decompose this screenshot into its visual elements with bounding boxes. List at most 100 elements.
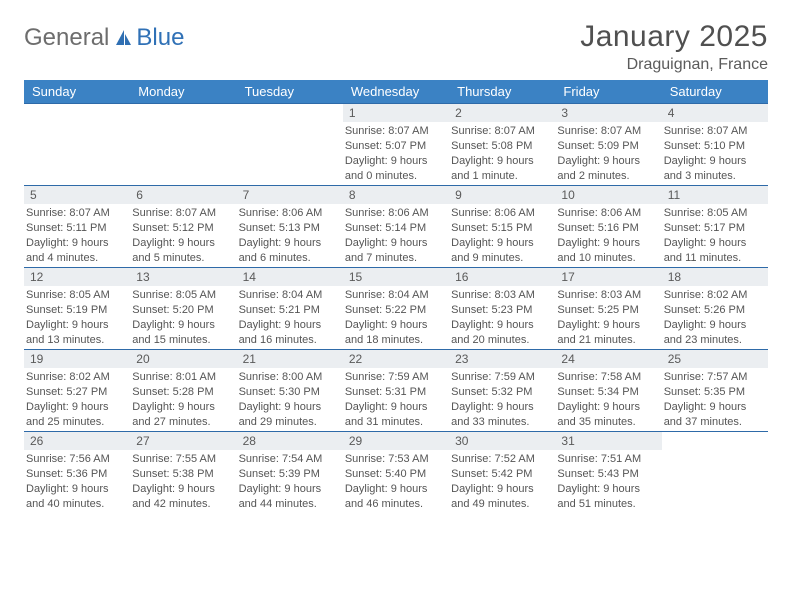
sunset-line: Sunset: 5:07 PM bbox=[345, 139, 447, 154]
day-number: 3 bbox=[555, 104, 661, 122]
calendar-day-cell: 9 Sunrise: 8:06 AMSunset: 5:15 PMDaylight… bbox=[449, 186, 555, 268]
calendar-page: GeneralBlue January 2025 Draguignan, Fra… bbox=[0, 0, 792, 612]
day-info: Sunrise: 7:52 AMSunset: 5:42 PMDaylight:… bbox=[449, 452, 555, 511]
logo-text-2: Blue bbox=[136, 24, 184, 52]
calendar-day-cell: 17 Sunrise: 8:03 AMSunset: 5:25 PMDayligh… bbox=[555, 268, 661, 350]
sunrise-line: Sunrise: 7:54 AM bbox=[239, 452, 341, 467]
weekday-header: Sunday bbox=[24, 80, 130, 104]
day-number: 22 bbox=[343, 350, 449, 368]
calendar-day-cell: 2 Sunrise: 8:07 AMSunset: 5:08 PMDaylight… bbox=[449, 104, 555, 186]
calendar-day-cell: 5Sunrise: 8:07 AMSunset: 5:11 PMDaylight… bbox=[24, 186, 130, 268]
day-info: Sunrise: 8:07 AMSunset: 5:07 PMDaylight:… bbox=[343, 124, 449, 183]
day-info: Sunrise: 8:07 AMSunset: 5:08 PMDaylight:… bbox=[449, 124, 555, 183]
day-number: 21 bbox=[237, 350, 343, 368]
weekday-header: Saturday bbox=[662, 80, 768, 104]
calendar-day-cell: 19Sunrise: 8:02 AMSunset: 5:27 PMDayligh… bbox=[24, 350, 130, 432]
sunrise-line: Sunrise: 7:55 AM bbox=[132, 452, 234, 467]
calendar-day-cell: 10Sunrise: 8:06 AMSunset: 5:16 PMDayligh… bbox=[555, 186, 661, 268]
weekday-header: Friday bbox=[555, 80, 661, 104]
sunset-line: Sunset: 5:40 PM bbox=[345, 467, 447, 482]
sunrise-line: Sunrise: 8:07 AM bbox=[557, 124, 659, 139]
day-number: 13 bbox=[130, 268, 236, 286]
daylight-line: Daylight: 9 hours and 9 minutes. bbox=[451, 236, 553, 266]
sunset-line: Sunset: 5:31 PM bbox=[345, 385, 447, 400]
sunset-line: Sunset: 5:23 PM bbox=[451, 303, 553, 318]
sunset-line: Sunset: 5:09 PM bbox=[557, 139, 659, 154]
daylight-line: Daylight: 9 hours and 20 minutes. bbox=[451, 318, 553, 348]
day-info: Sunrise: 8:05 AMSunset: 5:19 PMDaylight:… bbox=[24, 288, 130, 347]
weekday-header: Monday bbox=[130, 80, 236, 104]
daylight-line: Daylight: 9 hours and 44 minutes. bbox=[239, 482, 341, 512]
sunset-line: Sunset: 5:10 PM bbox=[664, 139, 766, 154]
daylight-line: Daylight: 9 hours and 27 minutes. bbox=[132, 400, 234, 430]
daylight-line: Daylight: 9 hours and 37 minutes. bbox=[664, 400, 766, 430]
day-info: Sunrise: 8:05 AMSunset: 5:20 PMDaylight:… bbox=[130, 288, 236, 347]
day-number: 31 bbox=[555, 432, 661, 450]
day-number: 11 bbox=[662, 186, 768, 204]
sunset-line: Sunset: 5:36 PM bbox=[26, 467, 128, 482]
page-subtitle: Draguignan, France bbox=[580, 56, 768, 74]
day-info: Sunrise: 8:06 AMSunset: 5:13 PMDaylight:… bbox=[237, 206, 343, 265]
sunrise-line: Sunrise: 7:59 AM bbox=[345, 370, 447, 385]
day-number: 12 bbox=[24, 268, 130, 286]
sunset-line: Sunset: 5:32 PM bbox=[451, 385, 553, 400]
daylight-line: Daylight: 9 hours and 4 minutes. bbox=[26, 236, 128, 266]
sunrise-line: Sunrise: 8:06 AM bbox=[557, 206, 659, 221]
day-info: Sunrise: 7:55 AMSunset: 5:38 PMDaylight:… bbox=[130, 452, 236, 511]
sunrise-line: Sunrise: 7:57 AM bbox=[664, 370, 766, 385]
daylight-line: Daylight: 9 hours and 31 minutes. bbox=[345, 400, 447, 430]
sunrise-line: Sunrise: 8:04 AM bbox=[239, 288, 341, 303]
sunrise-line: Sunrise: 8:02 AM bbox=[26, 370, 128, 385]
sunrise-line: Sunrise: 8:07 AM bbox=[451, 124, 553, 139]
day-number: 14 bbox=[237, 268, 343, 286]
day-info: Sunrise: 8:01 AMSunset: 5:28 PMDaylight:… bbox=[130, 370, 236, 429]
sunset-line: Sunset: 5:28 PM bbox=[132, 385, 234, 400]
day-info: Sunrise: 8:07 AMSunset: 5:10 PMDaylight:… bbox=[662, 124, 768, 183]
calendar-body: 1Sunrise: 8:07 AMSunset: 5:07 PMDaylight… bbox=[24, 104, 768, 514]
day-number: 9 bbox=[449, 186, 555, 204]
day-number: 18 bbox=[662, 268, 768, 286]
calendar-week-row: 12 Sunrise: 8:05 AMSunset: 5:19 PMDayligh… bbox=[24, 268, 768, 350]
sunrise-line: Sunrise: 8:07 AM bbox=[345, 124, 447, 139]
day-info: Sunrise: 8:03 AMSunset: 5:25 PMDaylight:… bbox=[555, 288, 661, 347]
page-title: January 2025 bbox=[580, 20, 768, 54]
sunrise-line: Sunrise: 7:53 AM bbox=[345, 452, 447, 467]
day-info: Sunrise: 8:06 AMSunset: 5:15 PMDaylight:… bbox=[449, 206, 555, 265]
daylight-line: Daylight: 9 hours and 0 minutes. bbox=[345, 154, 447, 184]
calendar-day-cell: 31Sunrise: 7:51 AMSunset: 5:43 PMDayligh… bbox=[555, 432, 661, 514]
day-number: 27 bbox=[130, 432, 236, 450]
day-info: Sunrise: 8:07 AMSunset: 5:11 PMDaylight:… bbox=[24, 206, 130, 265]
day-info: Sunrise: 7:53 AMSunset: 5:40 PMDaylight:… bbox=[343, 452, 449, 511]
sunrise-line: Sunrise: 8:07 AM bbox=[132, 206, 234, 221]
day-info: Sunrise: 8:04 AMSunset: 5:21 PMDaylight:… bbox=[237, 288, 343, 347]
calendar-day-cell: 29Sunrise: 7:53 AMSunset: 5:40 PMDayligh… bbox=[343, 432, 449, 514]
day-number: 16 bbox=[449, 268, 555, 286]
calendar-week-row: 5Sunrise: 8:07 AMSunset: 5:11 PMDaylight… bbox=[24, 186, 768, 268]
daylight-line: Daylight: 9 hours and 16 minutes. bbox=[239, 318, 341, 348]
day-info: Sunrise: 8:06 AMSunset: 5:14 PMDaylight:… bbox=[343, 206, 449, 265]
day-info: Sunrise: 8:04 AMSunset: 5:22 PMDaylight:… bbox=[343, 288, 449, 347]
sunset-line: Sunset: 5:16 PM bbox=[557, 221, 659, 236]
day-number: 2 bbox=[449, 104, 555, 122]
calendar-day-cell: 18Sunrise: 8:02 AMSunset: 5:26 PMDayligh… bbox=[662, 268, 768, 350]
day-info: Sunrise: 7:58 AMSunset: 5:34 PMDaylight:… bbox=[555, 370, 661, 429]
calendar-week-row: 1Sunrise: 8:07 AMSunset: 5:07 PMDaylight… bbox=[24, 104, 768, 186]
sunset-line: Sunset: 5:13 PM bbox=[239, 221, 341, 236]
daylight-line: Daylight: 9 hours and 18 minutes. bbox=[345, 318, 447, 348]
calendar-day-cell: 16 Sunrise: 8:03 AMSunset: 5:23 PMDayligh… bbox=[449, 268, 555, 350]
day-info: Sunrise: 8:00 AMSunset: 5:30 PMDaylight:… bbox=[237, 370, 343, 429]
calendar-day-cell: 22 Sunrise: 7:59 AMSunset: 5:31 PMDayligh… bbox=[343, 350, 449, 432]
daylight-line: Daylight: 9 hours and 2 minutes. bbox=[557, 154, 659, 184]
sunrise-line: Sunrise: 8:00 AM bbox=[239, 370, 341, 385]
day-info: Sunrise: 8:03 AMSunset: 5:23 PMDaylight:… bbox=[449, 288, 555, 347]
sunset-line: Sunset: 5:20 PM bbox=[132, 303, 234, 318]
sunset-line: Sunset: 5:38 PM bbox=[132, 467, 234, 482]
day-info: Sunrise: 7:59 AMSunset: 5:31 PMDaylight:… bbox=[343, 370, 449, 429]
day-number: 25 bbox=[662, 350, 768, 368]
sunrise-line: Sunrise: 8:06 AM bbox=[345, 206, 447, 221]
sunrise-line: Sunrise: 8:04 AM bbox=[345, 288, 447, 303]
calendar-day-cell bbox=[24, 104, 130, 186]
sunrise-line: Sunrise: 8:06 AM bbox=[239, 206, 341, 221]
sunrise-line: Sunrise: 7:58 AM bbox=[557, 370, 659, 385]
day-number: 17 bbox=[555, 268, 661, 286]
